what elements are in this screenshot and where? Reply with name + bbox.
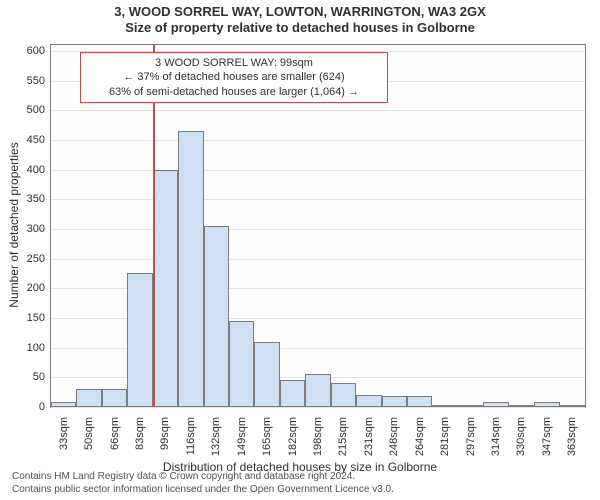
y-tick-label: 50: [33, 371, 51, 383]
histogram-bar: [331, 383, 356, 407]
histogram-bar: [509, 405, 534, 407]
y-tick-label: 150: [27, 312, 51, 324]
y-tick-label: 600: [27, 45, 51, 57]
y-tick-label: 450: [27, 134, 51, 146]
x-tick-label: 330sqm: [515, 413, 527, 456]
gridline: [51, 229, 585, 230]
x-tick-label: 314sqm: [490, 413, 502, 456]
gridline: [51, 199, 585, 200]
histogram-bar: [102, 389, 127, 407]
x-tick-label: 149sqm: [236, 413, 248, 456]
histogram-bar: [76, 389, 101, 407]
histogram-bar: [254, 342, 279, 407]
gridline: [51, 140, 585, 141]
histogram-bar: [356, 395, 381, 407]
x-tick-label: 363sqm: [566, 413, 578, 456]
x-tick-label: 347sqm: [541, 413, 553, 456]
histogram-bar: [407, 396, 432, 407]
annotation-line: 3 WOOD SORREL WAY: 99sqm: [89, 56, 379, 70]
y-tick-label: 0: [39, 401, 51, 413]
histogram-bar: [153, 170, 178, 407]
histogram-bar: [432, 405, 457, 407]
footer-attribution: Contains HM Land Registry data © Crown c…: [12, 471, 394, 496]
histogram-bar: [127, 273, 152, 407]
footer-line-1: Contains HM Land Registry data © Crown c…: [12, 471, 394, 484]
x-tick-label: 215sqm: [337, 413, 349, 456]
gridline: [51, 259, 585, 260]
x-tick-label: 198sqm: [312, 413, 324, 456]
x-tick-label: 116sqm: [185, 413, 197, 455]
histogram-bar: [178, 131, 203, 407]
chart-title: 3, WOOD SORREL WAY, LOWTON, WARRINGTON, …: [0, 4, 600, 37]
histogram-chart: 3, WOOD SORREL WAY, LOWTON, WARRINGTON, …: [0, 0, 600, 500]
y-tick-label: 250: [27, 253, 51, 265]
histogram-bar: [534, 402, 559, 407]
x-tick-label: 281sqm: [439, 413, 451, 456]
x-tick-label: 66sqm: [109, 413, 121, 450]
y-tick-label: 200: [27, 282, 51, 294]
y-tick-label: 400: [27, 164, 51, 176]
x-tick-label: 264sqm: [414, 413, 426, 456]
y-axis-label: Number of detached properties: [7, 142, 21, 307]
annotation-line: ← 37% of detached houses are smaller (62…: [89, 70, 379, 84]
x-tick-label: 83sqm: [134, 413, 146, 450]
gridline: [51, 170, 585, 171]
x-tick-label: 99sqm: [159, 413, 171, 450]
footer-line-2: Contains public sector information licen…: [12, 484, 394, 497]
x-tick-label: 132sqm: [210, 413, 222, 456]
y-tick-label: 350: [27, 193, 51, 205]
x-tick-label: 297sqm: [465, 413, 477, 456]
histogram-bar: [280, 380, 305, 407]
histogram-bar: [382, 396, 407, 407]
histogram-bar: [204, 226, 229, 407]
x-tick-label: 33sqm: [58, 413, 70, 450]
x-tick-label: 50sqm: [83, 413, 95, 450]
annotation-line: 63% of semi-detached houses are larger (…: [89, 85, 379, 99]
title-line-2: Size of property relative to detached ho…: [0, 20, 600, 36]
histogram-bar: [483, 402, 508, 407]
histogram-bar: [560, 405, 585, 407]
annotation-box: 3 WOOD SORREL WAY: 99sqm← 37% of detache…: [80, 52, 388, 103]
histogram-bar: [305, 374, 330, 407]
y-tick-label: 300: [27, 223, 51, 235]
y-tick-label: 550: [27, 75, 51, 87]
histogram-bar: [458, 405, 483, 407]
x-tick-label: 231sqm: [363, 413, 375, 456]
gridline: [51, 110, 585, 111]
y-tick-label: 100: [27, 342, 51, 354]
histogram-bar: [229, 321, 254, 407]
x-tick-label: 182sqm: [287, 413, 299, 456]
y-tick-label: 500: [27, 104, 51, 116]
x-tick-label: 165sqm: [261, 413, 273, 456]
gridline: [51, 407, 585, 408]
histogram-bar: [51, 402, 76, 407]
x-tick-label: 248sqm: [388, 413, 400, 456]
title-line-1: 3, WOOD SORREL WAY, LOWTON, WARRINGTON, …: [0, 4, 600, 20]
